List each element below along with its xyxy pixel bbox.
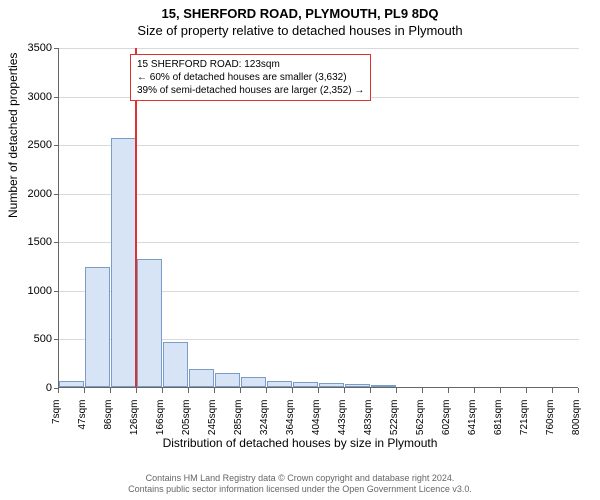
ytick-label: 500 — [12, 333, 52, 345]
histogram-bar — [189, 369, 214, 387]
ytick-mark — [54, 194, 59, 195]
histogram-bar — [345, 384, 370, 387]
xtick-mark — [292, 388, 293, 393]
xtick-mark — [396, 388, 397, 393]
xtick-label: 760sqm — [545, 400, 556, 460]
histogram-bar — [59, 381, 84, 387]
annotation-box: 15 SHERFORD ROAD: 123sqm ← 60% of detach… — [130, 54, 371, 101]
histogram-bar — [85, 267, 110, 387]
ytick-mark — [54, 291, 59, 292]
histogram-bar — [241, 377, 266, 387]
xtick-label: 602sqm — [441, 400, 452, 460]
xtick-label: 681sqm — [493, 400, 504, 460]
xtick-label: 285sqm — [233, 400, 244, 460]
page-title: 15, SHERFORD ROAD, PLYMOUTH, PL9 8DQ — [0, 0, 600, 21]
histogram-bar — [137, 259, 162, 387]
xtick-mark — [58, 388, 59, 393]
chart-container: 15, SHERFORD ROAD, PLYMOUTH, PL9 8DQ Siz… — [0, 0, 600, 500]
xtick-label: 641sqm — [467, 400, 478, 460]
xtick-mark — [84, 388, 85, 393]
ytick-mark — [54, 97, 59, 98]
xtick-mark — [188, 388, 189, 393]
xtick-label: 205sqm — [181, 400, 192, 460]
ytick-mark — [54, 339, 59, 340]
xtick-label: 721sqm — [519, 400, 530, 460]
xtick-mark — [240, 388, 241, 393]
page-subtitle: Size of property relative to detached ho… — [0, 21, 600, 42]
xtick-mark — [474, 388, 475, 393]
ytick-label: 0 — [12, 382, 52, 394]
xtick-label: 483sqm — [363, 400, 374, 460]
histogram-bar — [371, 385, 396, 387]
y-axis-label: Number of detached properties — [6, 53, 20, 218]
histogram-bar — [111, 138, 136, 387]
xtick-label: 364sqm — [285, 400, 296, 460]
xtick-mark — [526, 388, 527, 393]
chart-area: 15 SHERFORD ROAD: 123sqm ← 60% of detach… — [58, 48, 578, 388]
xtick-mark — [214, 388, 215, 393]
xtick-mark — [500, 388, 501, 393]
xtick-mark — [266, 388, 267, 393]
ytick-label: 1500 — [12, 236, 52, 248]
xtick-mark — [448, 388, 449, 393]
histogram-bar — [293, 382, 318, 387]
ytick-mark — [54, 242, 59, 243]
xtick-label: 166sqm — [155, 400, 166, 460]
xtick-mark — [370, 388, 371, 393]
xtick-mark — [136, 388, 137, 393]
footer: Contains HM Land Registry data © Crown c… — [0, 473, 600, 496]
xtick-mark — [552, 388, 553, 393]
footer-line1: Contains HM Land Registry data © Crown c… — [0, 473, 600, 485]
xtick-label: 86sqm — [103, 400, 114, 460]
annotation-line1: 15 SHERFORD ROAD: 123sqm — [137, 58, 364, 71]
xtick-label: 800sqm — [571, 400, 582, 460]
xtick-mark — [344, 388, 345, 393]
xtick-label: 126sqm — [129, 400, 140, 460]
xtick-mark — [578, 388, 579, 393]
xtick-label: 324sqm — [259, 400, 270, 460]
xtick-label: 443sqm — [337, 400, 348, 460]
x-axis-label: Distribution of detached houses by size … — [0, 436, 600, 450]
xtick-label: 562sqm — [415, 400, 426, 460]
xtick-mark — [318, 388, 319, 393]
xtick-mark — [422, 388, 423, 393]
ytick-mark — [54, 145, 59, 146]
xtick-label: 245sqm — [207, 400, 218, 460]
histogram-bar — [215, 373, 240, 387]
xtick-label: 522sqm — [389, 400, 400, 460]
histogram-bar — [267, 381, 292, 387]
xtick-label: 7sqm — [51, 400, 62, 460]
histogram-bar — [319, 383, 344, 387]
xtick-label: 404sqm — [311, 400, 322, 460]
xtick-mark — [110, 388, 111, 393]
ytick-mark — [54, 48, 59, 49]
histogram-bar — [163, 342, 188, 387]
footer-line2: Contains public sector information licen… — [0, 484, 600, 496]
annotation-line3: 39% of semi-detached houses are larger (… — [137, 84, 364, 97]
annotation-line2: ← 60% of detached houses are smaller (3,… — [137, 71, 364, 84]
xtick-label: 47sqm — [77, 400, 88, 460]
xtick-mark — [162, 388, 163, 393]
ytick-label: 1000 — [12, 285, 52, 297]
